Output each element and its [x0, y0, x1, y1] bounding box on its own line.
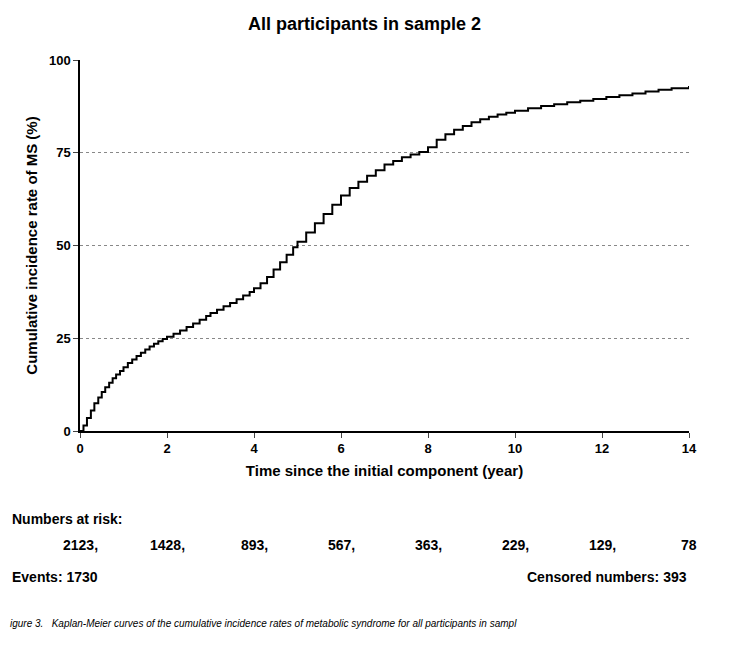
- svg-text:363,: 363,: [415, 537, 442, 553]
- svg-text:All participants in sample 2: All participants in sample 2: [248, 14, 481, 34]
- svg-text:50: 50: [56, 238, 70, 253]
- svg-text:igure 3. Kaplan-Meier curves: igure 3. Kaplan-Meier curves of the cumu…: [10, 618, 517, 629]
- svg-text:Cumulative incidence rate of M: Cumulative incidence rate of MS (%): [23, 116, 40, 374]
- svg-text:75: 75: [56, 145, 70, 160]
- svg-text:2: 2: [163, 441, 170, 456]
- svg-text:100: 100: [49, 53, 71, 68]
- svg-text:0: 0: [63, 424, 70, 439]
- svg-text:78: 78: [681, 537, 697, 553]
- svg-text:25: 25: [56, 331, 70, 346]
- svg-text:Numbers at risk:: Numbers at risk:: [12, 511, 122, 527]
- svg-text:10: 10: [508, 441, 522, 456]
- svg-text:229,: 229,: [502, 537, 529, 553]
- svg-text:8: 8: [424, 441, 431, 456]
- svg-text:Time since the initial compone: Time since the initial component (year): [246, 462, 523, 479]
- svg-text:6: 6: [337, 441, 344, 456]
- svg-text:893,: 893,: [241, 537, 268, 553]
- svg-text:129,: 129,: [589, 537, 616, 553]
- svg-text:2123,: 2123,: [63, 537, 98, 553]
- svg-text:12: 12: [595, 441, 609, 456]
- svg-text:Censored numbers: 393: Censored numbers: 393: [527, 569, 687, 585]
- svg-text:4: 4: [250, 441, 258, 456]
- svg-text:Events: 1730: Events: 1730: [12, 569, 98, 585]
- svg-text:14: 14: [682, 441, 697, 456]
- svg-text:0: 0: [76, 441, 83, 456]
- svg-text:1428,: 1428,: [150, 537, 185, 553]
- svg-text:567,: 567,: [328, 537, 355, 553]
